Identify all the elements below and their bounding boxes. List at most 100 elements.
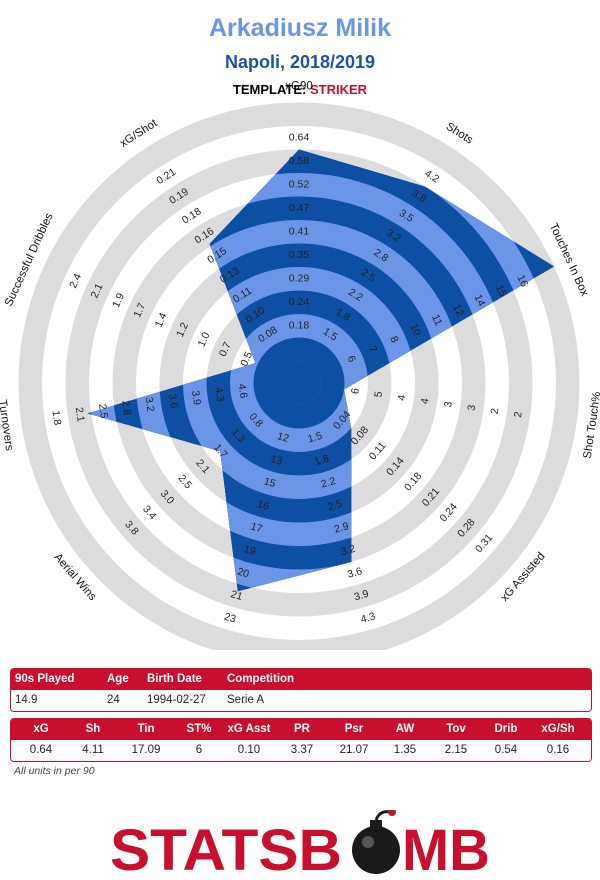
info-table-row: 14.9 24 1994-02-27 Serie A (11, 690, 591, 711)
tick-label: 0.35 (289, 249, 310, 261)
axis-label: Turnovers (0, 399, 15, 452)
tick-label: 10 (408, 322, 424, 338)
tick-label: 0.52 (289, 179, 310, 191)
tick-label: 2.9 (333, 520, 351, 536)
axis-label: Shot Touch% (582, 391, 600, 460)
tick-label: 11 (429, 313, 445, 328)
tick-label: 20 (236, 566, 251, 581)
tick-label: 8 (387, 334, 400, 344)
table-cell: 0.54 (494, 744, 518, 756)
tick-label: 2 (489, 407, 502, 415)
tick-label: 0.41 (289, 226, 310, 238)
tick-label: 1.9 (110, 291, 127, 309)
table-cell: ST% (186, 723, 212, 735)
table-cell: xG Asst (227, 723, 271, 735)
table-cell: Sh (85, 723, 101, 735)
table-cell: 14.9 (15, 694, 38, 706)
tick-label: 1.2 (174, 321, 191, 339)
tick-label: 2.5 (326, 498, 344, 514)
tick-label: 12 (276, 430, 291, 445)
tick-label: 13 (269, 453, 284, 468)
tick-label: 6 (349, 387, 362, 395)
tick-label: 0.18 (289, 320, 310, 332)
table-cell: Drib (494, 723, 518, 735)
table-cell: Age (107, 673, 129, 685)
tick-label: 7 (366, 344, 379, 354)
tick-label: 0.47 (289, 202, 310, 214)
info-table: 90s Played Age Birth Date Competition 14.9 2… (10, 668, 592, 712)
tick-label: 1.0 (196, 330, 213, 348)
statsbomb-logo: STATSB MB (110, 810, 490, 880)
stats-table: xG Sh Tin ST% xG Asst PR Psr AW Tov Drib xG/Sh 0.6… (10, 718, 592, 762)
template-line: TEMPLATE: STRIKER (0, 82, 600, 97)
table-cell: 4.11 (82, 744, 104, 756)
tick-label: 17 (249, 520, 264, 535)
stats-table-header: xG Sh Tin ST% xG Asst PR Psr AW Tov Drib xG/Sh (11, 719, 591, 740)
table-cell: 1994-02-27 (147, 694, 206, 706)
bomb-icon (352, 810, 400, 874)
tick-label: 14 (472, 293, 488, 309)
tick-label: 0.29 (289, 273, 310, 285)
tick-label: 3.2 (339, 543, 357, 559)
tick-label: 2.4 (67, 272, 84, 290)
tick-label: 16 (256, 498, 271, 513)
tick-label: 0.24 (289, 296, 310, 308)
tick-label: 0.7 (217, 340, 234, 358)
tick-label: 3 (442, 401, 455, 409)
table-cell: 21.07 (339, 744, 369, 756)
tick-label: 4 (396, 394, 409, 402)
table-cell: 0.64 (29, 744, 53, 756)
tick-label: 5 (372, 391, 385, 399)
tick-label: 2.5 (96, 403, 110, 419)
tick-label: 2.2 (320, 475, 338, 491)
tick-label: 16 (514, 273, 530, 289)
table-cell: 1.35 (393, 744, 417, 756)
team-season: Napoli, 2018/2019 (224, 52, 376, 72)
axis-label: xG90 (285, 81, 313, 93)
units-footnote: All units in per 90 (14, 765, 95, 777)
tick-label: 19 (243, 543, 258, 558)
tick-label: 1.4 (153, 311, 170, 329)
table-cell: xG/Sh (541, 723, 575, 735)
table-cell: Birth Date (147, 673, 202, 685)
tick-label: 3.9 (189, 390, 203, 406)
tick-label: 2.1 (89, 282, 106, 300)
tick-label: 1.8 (49, 410, 63, 426)
tick-label: 2 (512, 411, 525, 419)
tick-label: 2.1 (73, 406, 87, 422)
tick-label: 12 (450, 303, 466, 319)
table-cell: xG (33, 723, 49, 735)
center-disc (277, 361, 321, 405)
tick-label: 3.9 (353, 588, 371, 604)
tick-label: 4.6 (236, 383, 250, 399)
tick-label: 1.8 (313, 452, 331, 468)
table-cell: 90s Played (15, 673, 75, 685)
table-cell: Psr (344, 723, 364, 735)
table-cell: 3.37 (290, 744, 314, 756)
tick-label: 3.6 (346, 565, 364, 581)
table-cell: Competition (227, 673, 295, 685)
tick-label: 1.7 (131, 301, 148, 319)
logo-text-right: MB (402, 818, 490, 880)
table-cell: 2.15 (444, 744, 468, 756)
tick-label: 3.2 (143, 396, 157, 412)
template-label: TEMPLATE: (232, 82, 307, 97)
logo-text-left: STATSB (110, 818, 342, 880)
table-cell: Serie A (227, 694, 265, 706)
axis-label: Shots (444, 121, 475, 147)
player-name: Arkadiusz Milik (209, 14, 391, 42)
info-table-header: 90s Played Age Birth Date Competition (11, 669, 591, 690)
tick-label: 15 (262, 475, 277, 490)
table-cell: AW (395, 723, 415, 735)
template-value: STRIKER (309, 82, 368, 97)
table-cell: 6 (195, 744, 203, 756)
tick-label: 0.5 (238, 350, 255, 368)
tick-label: 0.64 (289, 132, 310, 144)
tick-label: 4.3 (212, 386, 226, 402)
table-cell: 17.09 (131, 744, 161, 756)
tick-label: 15 (493, 283, 509, 299)
tick-label: 3.6 (166, 393, 180, 409)
tick-label: 23 (223, 611, 238, 626)
tick-label: 2.8 (119, 400, 133, 416)
table-cell: 24 (107, 694, 120, 706)
